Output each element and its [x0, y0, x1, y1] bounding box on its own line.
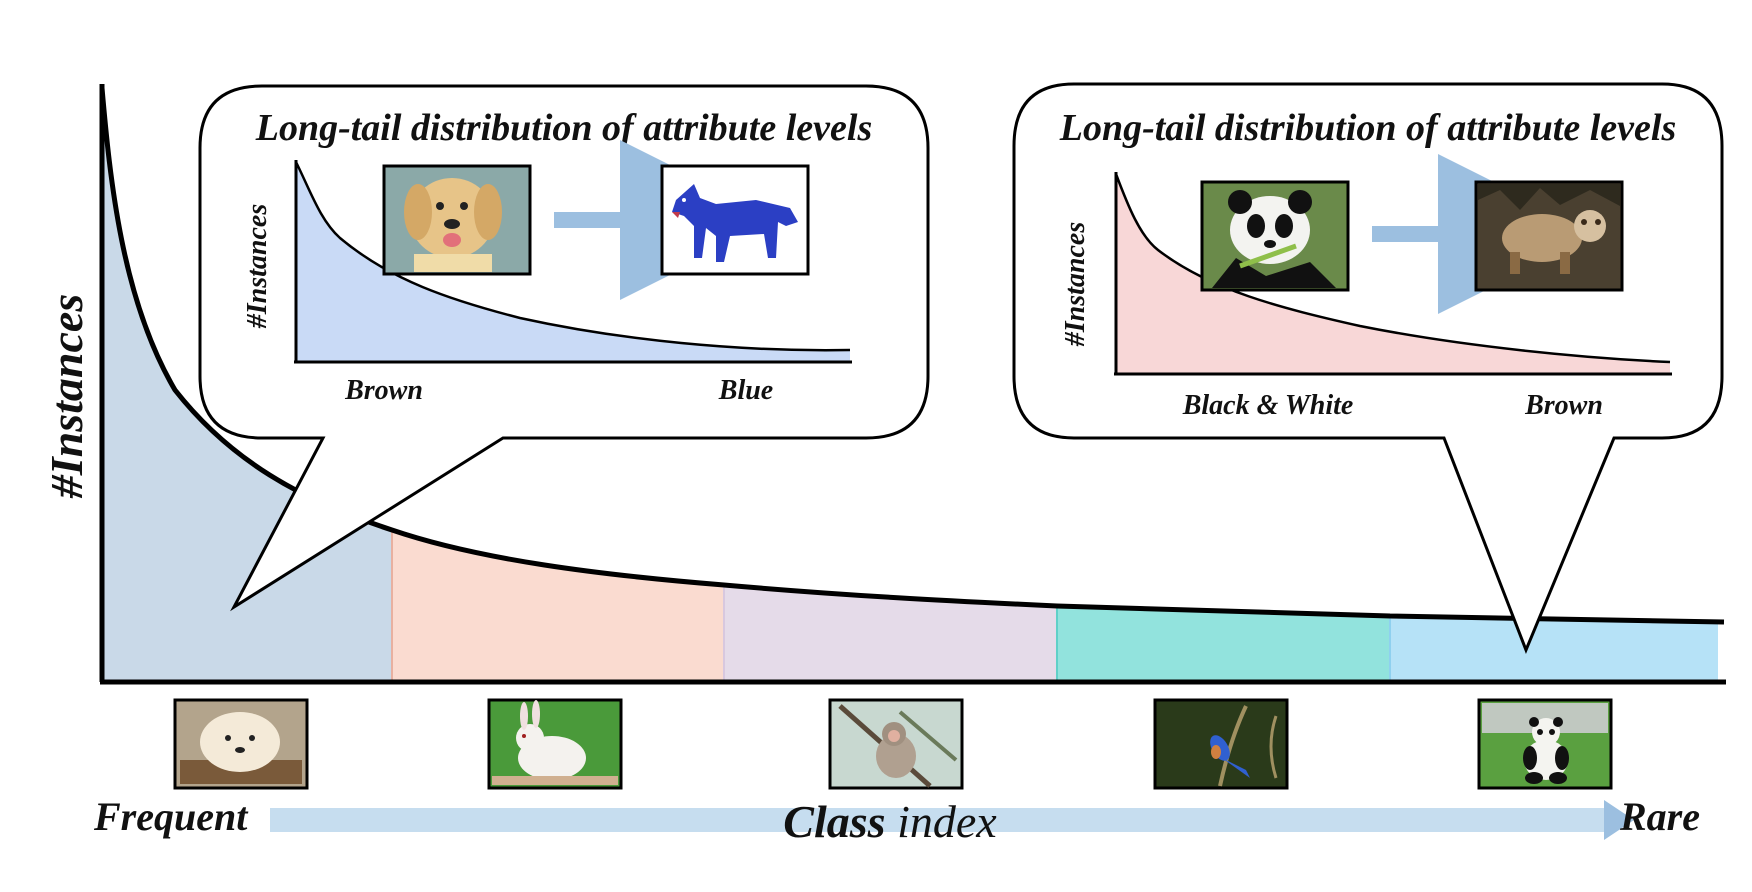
thumbnail-chow-puppy — [173, 698, 309, 790]
callout-right-label-brown: Brown — [1524, 390, 1603, 421]
black-white-panda-image — [1200, 180, 1350, 292]
class-index-label: Class index — [783, 796, 997, 847]
callout-right: Long-tail distribution of attribute leve… — [1012, 82, 1724, 655]
blue-dog-image — [660, 164, 810, 276]
class-index-label-bold: Class — [783, 796, 885, 847]
callout-left-label-blue: Blue — [718, 375, 773, 406]
brown-puppy-image — [382, 164, 532, 276]
callout-left-y-label: #Instances — [242, 204, 273, 330]
rare-label: Rare — [1619, 794, 1700, 839]
thumbnail-panda — [1477, 698, 1613, 790]
class-index-axis: Frequent Rare Class index — [93, 794, 1700, 847]
callout-left: Long-tail distribution of attribute leve… — [198, 84, 930, 612]
brown-panda-image — [1474, 180, 1624, 292]
callout-right-label-black-white: Black & White — [1182, 390, 1354, 421]
thumbnail-monkey — [828, 698, 964, 790]
callout-right-title: Long-tail distribution of attribute leve… — [1059, 107, 1676, 149]
callout-left-mini-chart — [296, 162, 850, 362]
callout-right-y-label: #Instances — [1060, 222, 1091, 348]
callout-right-mini-chart — [1116, 174, 1670, 374]
frequent-label: Frequent — [93, 794, 249, 839]
class-index-label-rest: index — [886, 796, 998, 847]
y-axis-label: #Instances — [41, 294, 92, 499]
segment-2 — [392, 530, 724, 682]
segment-4 — [1057, 606, 1390, 682]
thumbnail-white-rabbit — [487, 698, 623, 790]
thumbnail-blue-bird — [1153, 698, 1289, 790]
segment-rare — [1390, 616, 1718, 682]
long-tail-curve — [99, 87, 1725, 625]
class-index-arrow-head — [1604, 800, 1634, 840]
callout-left-label-brown: Brown — [344, 375, 423, 406]
class-index-arrow-shaft — [270, 808, 1610, 832]
callout-left-title: Long-tail distribution of attribute leve… — [255, 107, 872, 149]
segment-3 — [724, 585, 1057, 682]
class-thumbnails — [173, 698, 1613, 790]
